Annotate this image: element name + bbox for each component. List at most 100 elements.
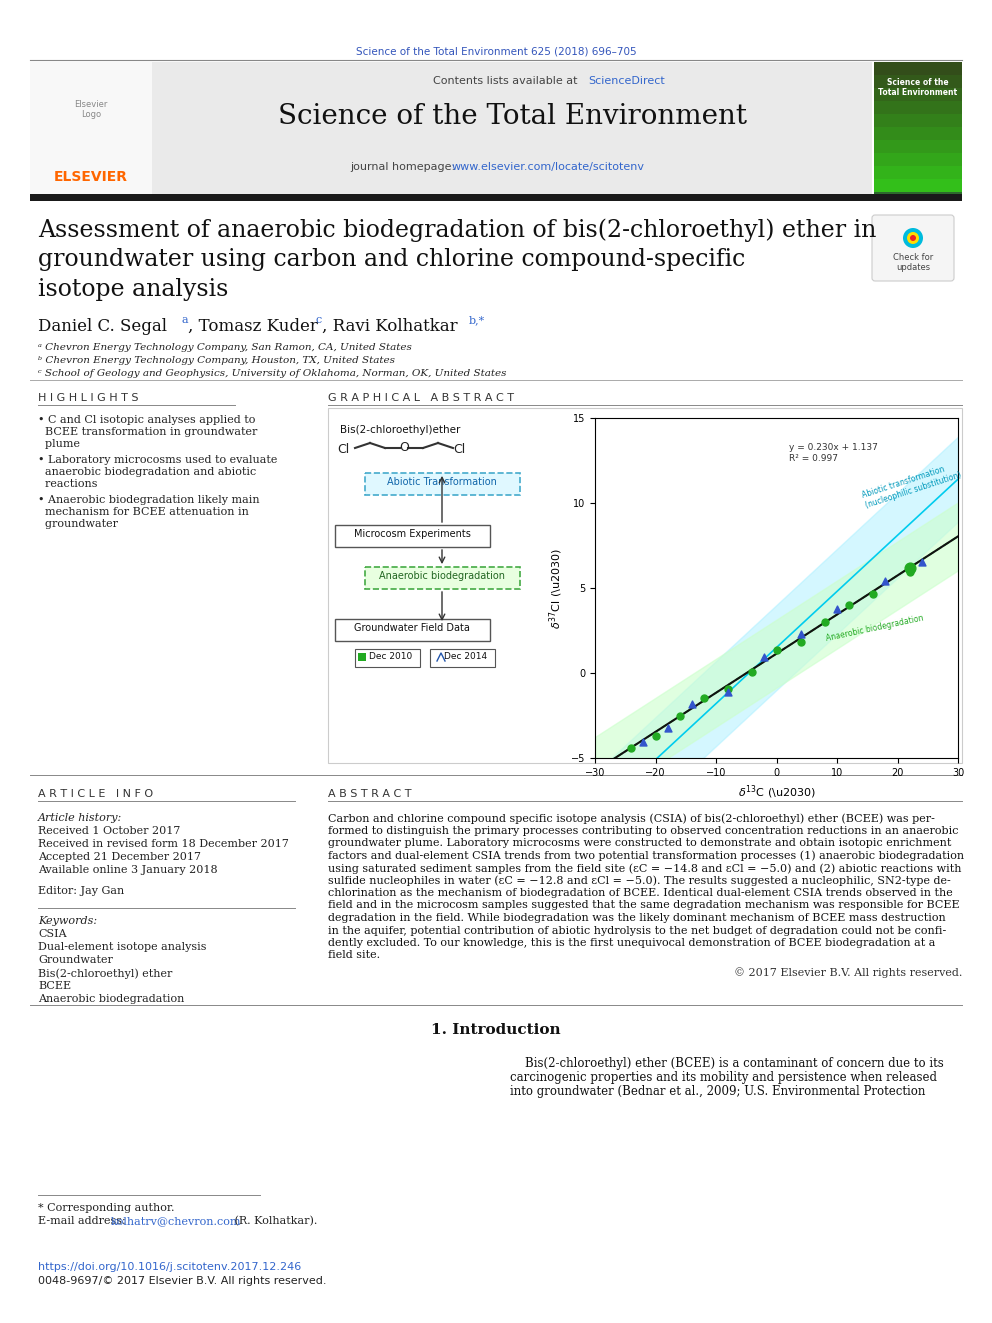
Bar	[874, 62, 962, 194]
Text: A R T I C L E   I N F O: A R T I C L E I N F O	[38, 789, 153, 799]
Point	[769, 647, 785, 668]
Text: CSIA: CSIA	[38, 929, 66, 939]
Text: * Corresponding author.: * Corresponding author.	[38, 1203, 175, 1213]
Text: , Ravi Kolhatkar: , Ravi Kolhatkar	[322, 318, 463, 335]
Point	[793, 624, 808, 646]
Text: factors and dual-element CSIA trends from two potential transformation processes: factors and dual-element CSIA trends fro…	[328, 851, 964, 861]
Text: , Tomasz Kuder: , Tomasz Kuder	[188, 318, 323, 335]
Text: Dec 2014: Dec 2014	[444, 652, 487, 662]
Text: b,*: b,*	[469, 315, 485, 325]
Text: Cl: Cl	[453, 443, 465, 456]
Point	[841, 597, 857, 618]
Bar	[874, 179, 962, 192]
FancyBboxPatch shape	[365, 474, 520, 495]
Text: Science of the Total Environment 625 (2018) 696–705: Science of the Total Environment 625 (20…	[356, 46, 636, 56]
Point	[672, 709, 687, 730]
Bar	[874, 140, 962, 153]
Text: in the aquifer, potential contribution of abiotic hydrolysis to the net budget o: in the aquifer, potential contribution o…	[328, 926, 946, 935]
Point	[636, 729, 652, 750]
Point	[660, 713, 676, 734]
Circle shape	[910, 235, 916, 241]
Text: Anaerobic biodegradation: Anaerobic biodegradation	[825, 614, 925, 643]
Bar	[430, 650, 495, 667]
Text: reactions: reactions	[38, 479, 97, 490]
Text: y = 0.230x + 1.137
R² = 0.997: y = 0.230x + 1.137 R² = 0.997	[789, 443, 878, 463]
Text: Cl: Cl	[337, 443, 349, 456]
Text: Anaerobic biodegradation: Anaerobic biodegradation	[379, 572, 505, 581]
Text: Anaerobic biodegradation: Anaerobic biodegradation	[38, 994, 185, 1004]
Point	[696, 692, 712, 713]
Point	[817, 617, 833, 638]
Point	[683, 701, 699, 722]
Text: ᵃ Chevron Energy Technology Company, San Ramon, CA, United States: ᵃ Chevron Energy Technology Company, San…	[38, 343, 412, 352]
Text: degradation in the field. While biodegradation was the likely dominant mechanism: degradation in the field. While biodegra…	[328, 913, 945, 923]
Text: groundwater using carbon and chlorine compound-specific: groundwater using carbon and chlorine co…	[38, 247, 745, 271]
FancyBboxPatch shape	[335, 619, 490, 642]
FancyBboxPatch shape	[365, 568, 520, 589]
Text: Microcosm Experiments: Microcosm Experiments	[353, 529, 470, 538]
Point	[914, 554, 930, 576]
Text: Keywords:: Keywords:	[38, 916, 97, 926]
Point	[865, 577, 881, 598]
Text: ᶜ School of Geology and Geophysics, University of Oklahoma, Norman, OK, United S: ᶜ School of Geology and Geophysics, Univ…	[38, 369, 507, 378]
Text: sulfide nucleophiles in water (εC = −12.8 and εCl = −5.0). The results suggested: sulfide nucleophiles in water (εC = −12.…	[328, 876, 950, 886]
FancyBboxPatch shape	[872, 216, 954, 280]
Point	[648, 718, 664, 740]
Text: dently excluded. To our knowledge, this is the first unequivocal demonstration o: dently excluded. To our knowledge, this …	[328, 938, 935, 949]
Text: Contents lists available at: Contents lists available at	[433, 75, 581, 86]
Text: field and in the microcosm samples suggested that the same degradation mechanism: field and in the microcosm samples sugge…	[328, 901, 959, 910]
Point	[902, 557, 918, 578]
Text: Dec 2010: Dec 2010	[369, 652, 413, 662]
Bar	[30, 194, 962, 201]
Point	[623, 742, 639, 763]
Bar	[358, 654, 366, 662]
Bar	[874, 89, 962, 101]
Text: O: O	[399, 441, 409, 454]
Text: Groundwater: Groundwater	[38, 955, 113, 964]
Text: BCEE transformation in groundwater: BCEE transformation in groundwater	[38, 427, 257, 437]
Text: • Laboratory microcosms used to evaluate: • Laboratory microcosms used to evaluate	[38, 455, 278, 464]
Circle shape	[907, 232, 919, 243]
Text: https://doi.org/10.1016/j.scitotenv.2017.12.246: https://doi.org/10.1016/j.scitotenv.2017…	[38, 1262, 302, 1271]
Text: Received in revised form 18 December 2017: Received in revised form 18 December 201…	[38, 839, 289, 849]
Text: formed to distinguish the primary processes contributing to observed concentrati: formed to distinguish the primary proces…	[328, 826, 958, 836]
Text: Article history:: Article history:	[38, 814, 122, 823]
Text: BCEE: BCEE	[38, 980, 71, 991]
Text: • Anaerobic biodegradation likely main: • Anaerobic biodegradation likely main	[38, 495, 260, 505]
Text: G R A P H I C A L   A B S T R A C T: G R A P H I C A L A B S T R A C T	[328, 393, 514, 404]
Text: (R. Kolhatkar).: (R. Kolhatkar).	[231, 1216, 317, 1226]
Text: plume: plume	[38, 439, 80, 448]
Text: Elsevier
Logo: Elsevier Logo	[74, 101, 108, 119]
Text: a: a	[181, 315, 187, 325]
X-axis label: $\delta^{13}$C (\u2030): $\delta^{13}$C (\u2030)	[737, 783, 815, 800]
Text: carcinogenic properties and its mobility and persistence when released: carcinogenic properties and its mobility…	[510, 1072, 937, 1084]
Bar	[874, 165, 962, 179]
Text: www.elsevier.com/locate/scitotenv: www.elsevier.com/locate/scitotenv	[452, 161, 645, 172]
Text: Abiotic transformation
(nucleophilic substitution): Abiotic transformation (nucleophilic sub…	[861, 460, 962, 509]
Text: Science of the
Total Environment: Science of the Total Environment	[879, 78, 957, 98]
Text: Editor: Jay Gan: Editor: Jay Gan	[38, 886, 124, 896]
Text: ELSEVIER: ELSEVIER	[54, 169, 128, 184]
Bar	[874, 153, 962, 165]
Text: Science of the Total Environment: Science of the Total Environment	[278, 103, 747, 130]
Text: 1. Introduction: 1. Introduction	[432, 1023, 560, 1037]
Text: Available online 3 January 2018: Available online 3 January 2018	[38, 865, 217, 875]
Text: E-mail address:: E-mail address:	[38, 1216, 129, 1226]
Text: Accepted 21 December 2017: Accepted 21 December 2017	[38, 852, 201, 863]
Bar	[328, 407, 962, 763]
Text: groundwater plume. Laboratory microcosms were constructed to demonstrate and obt: groundwater plume. Laboratory microcosms…	[328, 837, 951, 848]
Text: Bis(2-chloroethyl) ether: Bis(2-chloroethyl) ether	[38, 968, 173, 979]
Text: ᵇ Chevron Energy Technology Company, Houston, TX, United States: ᵇ Chevron Energy Technology Company, Hou…	[38, 356, 395, 365]
Text: mechanism for BCEE attenuation in: mechanism for BCEE attenuation in	[38, 507, 249, 517]
Y-axis label: $\delta^{37}$Cl (\u2030): $\delta^{37}$Cl (\u2030)	[548, 548, 565, 628]
Text: groundwater: groundwater	[38, 519, 118, 529]
Text: anaerobic biodegradation and abiotic: anaerobic biodegradation and abiotic	[38, 467, 256, 478]
Bar	[874, 75, 962, 89]
Text: Abiotic Transformation: Abiotic Transformation	[387, 478, 497, 487]
Text: Assessment of anaerobic biodegradation of bis(2-chloroethyl) ether in: Assessment of anaerobic biodegradation o…	[38, 218, 876, 242]
Text: Carbon and chlorine compound specific isotope analysis (CSIA) of bis(2-chloroeth: Carbon and chlorine compound specific is…	[328, 814, 934, 823]
Text: A B S T R A C T: A B S T R A C T	[328, 789, 412, 799]
Text: Bis(2-chloroethyl)ether: Bis(2-chloroethyl)ether	[340, 425, 460, 435]
Text: chlorination as the mechanism of biodegradation of BCEE. Identical dual-element : chlorination as the mechanism of biodegr…	[328, 888, 952, 898]
Bar	[874, 127, 962, 140]
